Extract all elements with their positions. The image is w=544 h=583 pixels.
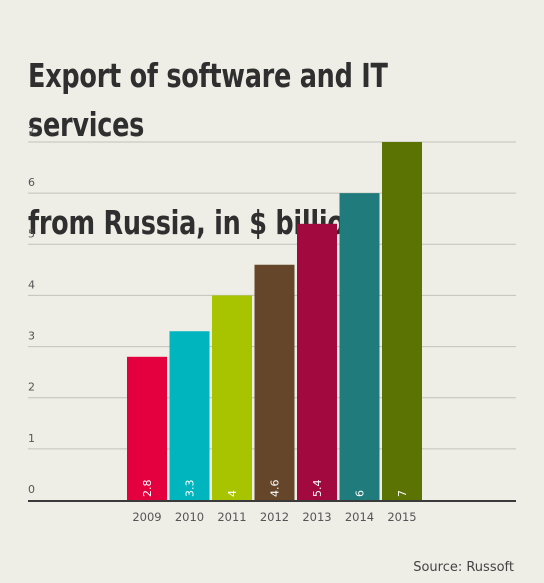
title-line-1: Export of software and IT services	[28, 56, 388, 144]
source-note: Source: Russoft	[413, 560, 514, 575]
bar-data-label: 7	[396, 490, 409, 497]
y-tick-label: 7	[28, 125, 35, 138]
y-tick-label: 1	[28, 432, 35, 445]
bar-2011	[212, 295, 252, 500]
y-tick-label: 6	[28, 176, 35, 189]
bar-data-label: 4	[226, 490, 239, 497]
bar-2015	[382, 142, 422, 500]
bar-data-label: 3.3	[184, 480, 197, 498]
bar-2010	[169, 331, 210, 500]
bar-2014	[339, 193, 380, 500]
y-tick-label: 3	[28, 330, 35, 343]
x-tick-label: 2013	[302, 510, 331, 524]
bar-2012	[254, 264, 295, 500]
y-tick-label: 0	[28, 483, 35, 496]
bar-2009	[127, 356, 167, 500]
y-tick-label: 4	[28, 278, 35, 291]
bar-2013	[297, 223, 337, 501]
bar-data-label: 4.6	[269, 480, 282, 498]
bar-data-label: 2.8	[141, 480, 154, 498]
x-tick-label: 2015	[387, 510, 416, 524]
y-tick-label: 5	[28, 227, 35, 240]
x-tick-label: 2011	[217, 510, 246, 524]
x-tick-label: 2009	[132, 510, 161, 524]
source-label: Source:	[413, 560, 463, 575]
source-name: Russoft	[466, 560, 514, 575]
x-tick-label: 2014	[345, 510, 374, 524]
y-tick-label: 2	[28, 381, 35, 394]
bar-data-label: 6	[354, 490, 367, 497]
x-tick-label: 2010	[175, 510, 204, 524]
x-tick-label: 2012	[260, 510, 289, 524]
bar-data-label: 5.4	[311, 480, 324, 498]
